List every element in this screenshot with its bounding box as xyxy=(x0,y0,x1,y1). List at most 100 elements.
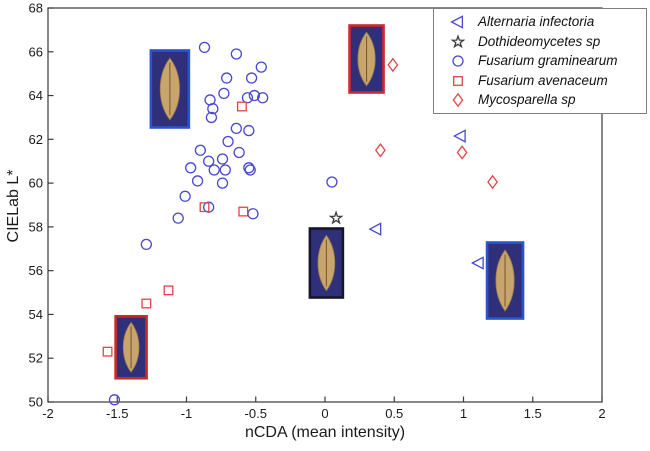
circle-marker xyxy=(247,208,259,220)
circle-marker xyxy=(221,72,233,84)
circle-marker xyxy=(222,135,234,148)
square-marker xyxy=(163,285,174,296)
circle-marker xyxy=(243,162,255,174)
data-point-mycosparella-sp xyxy=(487,174,498,190)
square-marker xyxy=(453,75,463,86)
triangle-left-marker xyxy=(452,129,466,143)
circle-marker xyxy=(108,394,121,406)
x-axis-label: nCDA (mean intensity) xyxy=(244,424,406,441)
legend-square-glyph xyxy=(453,75,463,86)
data-point-fusarium-graminearum xyxy=(219,164,231,176)
series-fusarium-avenaceum xyxy=(102,101,249,357)
data-point-fusarium-graminearum xyxy=(244,164,256,176)
circle-marker xyxy=(218,87,230,100)
circle-marker xyxy=(207,103,219,115)
x-tick-label-0.5: 0.5 xyxy=(385,406,403,421)
x-tick-label-0: 0 xyxy=(321,406,328,421)
data-point-fusarium-graminearum xyxy=(194,144,207,156)
data-point-fusarium-graminearum xyxy=(247,208,259,220)
x-tick-label-2: 2 xyxy=(598,406,605,421)
legend-marker-star-icon xyxy=(450,33,466,48)
x-tick-label-1: 1 xyxy=(460,406,467,421)
legend-marker-square-icon xyxy=(453,75,463,86)
legend-label: Mycosparella sp xyxy=(478,92,576,107)
square-marker xyxy=(102,346,113,357)
y-tick-label-64: 64 xyxy=(29,88,43,103)
legend-item-4: Mycosparella sp xyxy=(434,91,646,110)
x-tick-label--1.5: -1.5 xyxy=(106,406,128,421)
data-point-alternaria-infectoria xyxy=(368,222,382,236)
data-point-fusarium-avenaceum xyxy=(238,206,249,217)
legend-label: Fusarium avenaceum xyxy=(478,72,608,88)
data-point-fusarium-graminearum xyxy=(198,41,211,54)
data-point-fusarium-graminearum xyxy=(221,72,233,84)
legend-item-0: Alternaria infectoria xyxy=(434,13,646,32)
triangle-left-marker xyxy=(368,222,382,236)
circle-marker xyxy=(257,92,269,104)
circle-marker xyxy=(203,201,215,213)
circle-marker xyxy=(179,190,191,202)
grain-photo-middle xyxy=(308,227,345,299)
circle-marker xyxy=(194,144,207,156)
series-mycosparella-sp xyxy=(374,57,498,190)
circle-marker xyxy=(219,164,231,176)
data-point-fusarium-graminearum xyxy=(230,48,243,60)
data-point-fusarium-graminearum xyxy=(203,201,215,213)
series-fusarium-graminearum xyxy=(108,41,338,406)
diamond-marker xyxy=(487,174,498,190)
data-point-fusarium-graminearum xyxy=(172,212,184,224)
data-point-alternaria-infectoria xyxy=(470,256,484,270)
data-point-fusarium-avenaceum xyxy=(163,285,174,296)
legend-circle-glyph xyxy=(452,55,464,67)
x-tick-label--0.5: -0.5 xyxy=(245,406,267,421)
circle-marker xyxy=(205,111,218,124)
circle-marker xyxy=(191,175,204,187)
y-tick-label-66: 66 xyxy=(29,44,43,59)
y-tick-label-60: 60 xyxy=(29,176,43,191)
data-point-fusarium-avenaceum xyxy=(199,202,210,213)
legend-star-glyph xyxy=(450,33,466,48)
x-tick-label-1.5: 1.5 xyxy=(524,406,542,421)
y-tick-label-52: 52 xyxy=(29,351,43,366)
legend-marker-triangle-left-icon xyxy=(450,15,464,29)
data-point-fusarium-graminearum xyxy=(218,87,230,100)
legend-item-1: Dothideomycetes sp xyxy=(434,32,646,51)
legend-label: Dothideomycetes sp xyxy=(478,33,601,49)
data-point-alternaria-infectoria xyxy=(452,129,466,143)
data-point-fusarium-avenaceum xyxy=(102,346,113,357)
grain-photo-top-left xyxy=(149,49,191,129)
legend-item-2: Fusarium graminearum xyxy=(434,52,646,71)
y-axis-label: CIELab L* xyxy=(5,169,22,243)
circle-marker xyxy=(203,155,215,167)
circle-marker xyxy=(248,89,261,102)
circle-marker xyxy=(241,92,254,104)
square-marker xyxy=(141,298,152,309)
data-point-fusarium-graminearum xyxy=(179,190,191,202)
data-point-fusarium-graminearum xyxy=(205,111,218,124)
legend-marker-diamond-icon xyxy=(452,92,464,108)
data-point-fusarium-graminearum xyxy=(233,146,245,159)
circle-marker xyxy=(255,61,267,73)
legend: Alternaria infectoria Dothideomycetes sp F… xyxy=(433,8,647,114)
circle-marker xyxy=(172,212,184,224)
circle-marker xyxy=(452,55,464,67)
y-tick-label-68: 68 xyxy=(29,1,43,16)
x-tick-label--1: -1 xyxy=(181,406,193,421)
data-point-fusarium-graminearum xyxy=(255,61,267,73)
legend-label: Alternaria infectoria xyxy=(478,14,595,29)
diamond-marker xyxy=(374,142,386,158)
data-point-fusarium-graminearum xyxy=(230,122,243,135)
data-point-fusarium-graminearum xyxy=(243,162,255,174)
triangle-left-marker xyxy=(450,15,464,29)
data-point-fusarium-graminearum xyxy=(243,124,255,137)
circle-marker xyxy=(185,162,197,174)
data-point-dothideomycetes-sp xyxy=(328,210,344,225)
square-marker xyxy=(238,206,249,217)
series-dothideomycetes-sp xyxy=(328,210,344,225)
circle-marker xyxy=(140,238,152,251)
diamond-marker xyxy=(387,57,399,73)
data-point-fusarium-graminearum xyxy=(207,103,219,115)
legend-item-3: Fusarium avenaceum xyxy=(434,71,646,90)
